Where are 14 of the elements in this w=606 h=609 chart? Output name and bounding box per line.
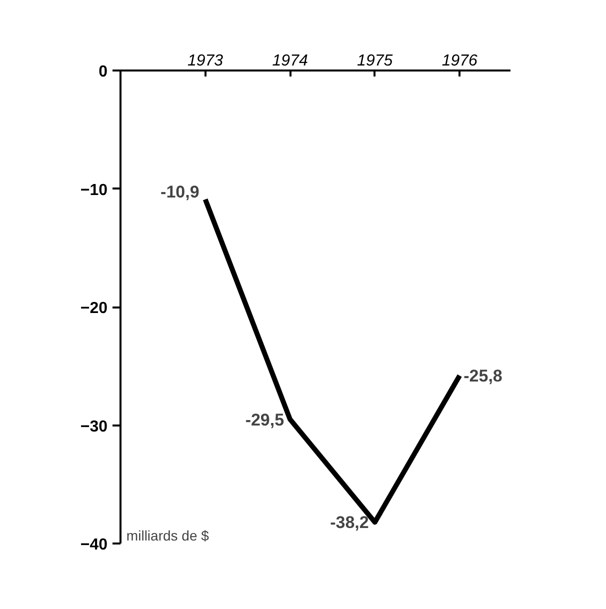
- x-tick-label: 1975: [357, 52, 393, 70]
- x-tick-label: 1973: [187, 52, 224, 70]
- x-tick-label: 1974: [272, 52, 308, 70]
- y-tick-label: −10: [80, 182, 108, 199]
- y-tick-label: 0: [98, 64, 108, 80]
- data-label: -10,9: [160, 182, 200, 202]
- data-label: -38,2: [330, 513, 369, 532]
- x-tick-label: 1976: [442, 52, 478, 70]
- y-tick-label: −20: [80, 300, 108, 317]
- y-tick-label: −30: [80, 418, 108, 436]
- annotation: milliards de $: [126, 528, 210, 544]
- data-label: -29,5: [245, 410, 284, 430]
- y-tick-label: −40: [80, 536, 108, 554]
- data-label: -25,8: [464, 366, 502, 386]
